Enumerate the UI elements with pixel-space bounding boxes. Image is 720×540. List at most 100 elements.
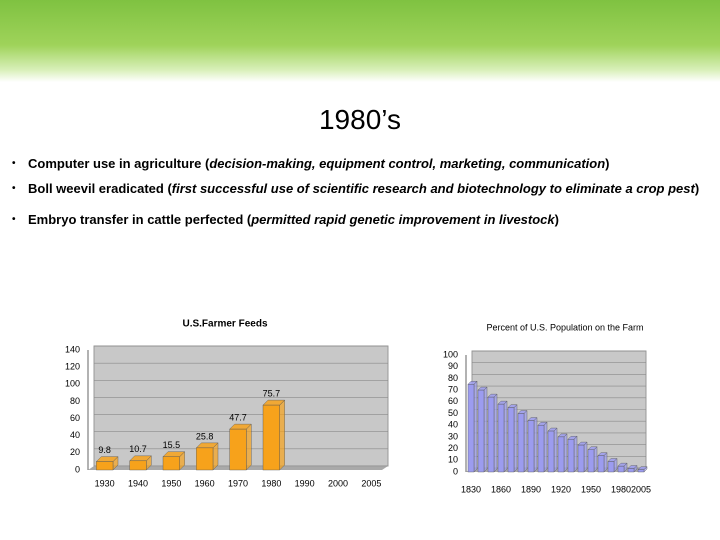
bar-face [196,447,214,471]
bar-face [563,433,568,473]
bar-face [617,465,625,473]
bullet-detail: decision-making, equipment control, mark… [209,156,606,171]
bar-face [477,389,485,473]
y-tick-label: 10 [448,455,458,465]
bullet-detail: permitted rapid genetic improvement in l… [251,212,555,227]
bar-face [162,456,180,471]
y-tick-label: 80 [448,373,458,383]
bullet-detail: first successful use of scientific resea… [171,181,695,196]
bar [577,441,588,473]
bar [229,423,252,471]
bar-face [587,449,595,473]
y-tick-label: 80 [70,396,80,406]
bar-face [523,410,528,473]
bar [195,442,219,471]
y-tick-label: 120 [65,362,80,372]
bullet-text: ) [554,212,559,227]
bar [477,386,488,473]
bar-face [279,399,285,471]
bullet: Computer use in agriculture (decision-ma… [12,155,702,172]
x-tick-label: 2005 [361,478,381,488]
bar [497,400,508,473]
x-tick-label: 1950 [581,484,601,494]
x-tick-label: 1890 [521,484,541,494]
data-label: 9.8 [98,445,111,455]
bar-face [577,444,585,473]
bar-face [246,423,252,471]
bar-face [593,446,598,473]
bar [587,446,598,473]
bar [262,399,286,471]
bar-face [483,386,488,473]
y-tick-label: 0 [75,464,80,474]
y-tick-label: 40 [70,430,80,440]
bar-face [497,403,505,473]
x-tick-label: 1950 [161,478,181,488]
bar [547,427,558,473]
bar-face [129,460,147,471]
bar-face [627,468,635,473]
x-tick-label: 2000 [328,478,348,488]
bar-face [513,404,518,473]
data-label: 75.7 [263,388,281,398]
bar [467,380,478,473]
x-tick-label: 1980 [261,478,281,488]
x-tick-label: 1830 [461,484,481,494]
bar-face [573,435,578,473]
bar-face [96,461,114,471]
bar-face [527,420,535,473]
bar-face [547,430,555,473]
y-tick-label: 30 [448,431,458,441]
x-tick-label: 1980 [611,484,631,494]
x-tick-label: 1860 [491,484,511,494]
bar [557,433,568,473]
bar-face [507,407,515,473]
x-tick-label: 1920 [551,484,571,494]
bar-face [637,469,645,473]
bar [627,465,638,473]
bar-face [597,455,605,473]
y-tick-label: 20 [70,447,80,457]
y-tick-label: 100 [65,379,80,389]
bullet-text: Computer use in agriculture ( [28,156,210,171]
y-tick-label: 40 [448,420,458,430]
bar [162,451,186,471]
bar-face [533,417,538,473]
bar-face [543,421,548,473]
bar [527,417,538,473]
bar [487,393,498,473]
bar-face [567,439,575,473]
y-tick-label: 70 [448,384,458,394]
x-tick-label: 1940 [128,478,148,488]
x-tick-label: 1930 [95,478,115,488]
bar [95,456,119,471]
bar-face [537,425,545,473]
bar-face [557,436,565,473]
x-tick-label: 1990 [295,478,315,488]
bar-face [553,427,558,473]
bar-face [262,404,280,471]
bar [637,466,648,473]
x-tick-label: 1970 [228,478,248,488]
bar-face [473,380,478,473]
bar [597,452,608,473]
bar-face [467,384,475,473]
data-label: 10.7 [129,444,147,454]
bar-face [493,393,498,473]
bullet: Embryo transfer in cattle perfected (per… [12,211,702,228]
bullet-text: ) [605,156,610,171]
y-tick-label: 60 [448,396,458,406]
chart-title: U.S.Farmer Feeds [182,319,267,330]
data-label: 47.7 [229,412,247,422]
bar-face [517,413,525,473]
x-tick-label: 2005 [631,484,651,494]
bullet-text: Embryo transfer in cattle perfected ( [28,212,252,227]
bar-face [607,461,615,473]
bullet: Boll weevil eradicated (first successful… [12,180,702,197]
bullet-text: Boll weevil eradicated ( [28,181,172,196]
bar [567,435,578,473]
bar [129,455,152,471]
data-label: 25.8 [196,431,214,441]
slide-title: 1980’s [318,104,401,135]
